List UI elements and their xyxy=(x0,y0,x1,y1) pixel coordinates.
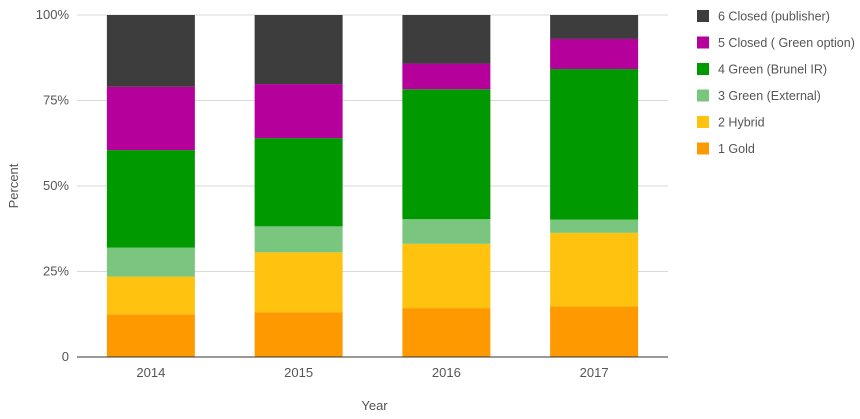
bar-segment xyxy=(254,252,343,313)
legend-swatch xyxy=(697,63,709,75)
y-tick-label: 25% xyxy=(43,264,69,279)
bar-segment xyxy=(106,314,195,357)
bar-segment xyxy=(550,38,639,70)
legend-swatch xyxy=(697,10,709,22)
bar-segment xyxy=(402,63,491,90)
legend-swatch xyxy=(697,142,709,155)
bar-segment xyxy=(402,219,491,244)
y-axis-ticks: 0 25% 50% 75% 100% xyxy=(36,7,70,364)
bar-segment xyxy=(402,243,491,309)
legend-label: 3 Green (External) xyxy=(718,89,821,103)
y-tick-label: 100% xyxy=(36,7,70,22)
x-axis-ticks: 2014 2015 2016 2017 xyxy=(136,365,608,380)
x-tick-label: 2016 xyxy=(432,365,461,380)
y-tick-label: 75% xyxy=(43,93,69,108)
legend-swatch xyxy=(697,89,709,102)
legend-label: 5 Closed ( Green option) xyxy=(718,36,855,50)
bar-segment xyxy=(550,219,639,233)
bar-segment xyxy=(254,15,343,85)
x-axis-title: Year xyxy=(361,398,388,413)
legend-label: 4 Green (Brunel IR) xyxy=(718,63,827,77)
x-tick-label: 2014 xyxy=(136,365,165,380)
bar-segment xyxy=(106,86,195,151)
bars xyxy=(106,15,639,357)
legend-label: 6 Closed (publisher) xyxy=(718,10,830,24)
legend-label: 1 Gold xyxy=(718,142,755,156)
legend-swatch xyxy=(697,36,709,49)
bar-segment xyxy=(106,150,195,248)
bar-segment xyxy=(254,84,343,139)
legend-swatch xyxy=(697,116,709,128)
y-axis-title: Percent xyxy=(6,163,21,208)
bar-segment xyxy=(254,138,343,227)
bar-segment xyxy=(550,232,639,307)
y-tick-label: 50% xyxy=(43,178,69,193)
legend: 6 Closed (publisher) 5 Closed ( Green opt… xyxy=(697,10,855,156)
bar-segment xyxy=(402,89,491,220)
legend-label: 2 Hybrid xyxy=(718,116,765,130)
bar-segment xyxy=(402,308,491,357)
bar-segment xyxy=(254,226,343,253)
bar-segment xyxy=(550,15,639,39)
bar-segment xyxy=(106,276,195,315)
y-tick-label: 0 xyxy=(62,349,69,364)
x-tick-label: 2015 xyxy=(284,365,313,380)
bar-segment xyxy=(402,15,491,64)
x-tick-label: 2017 xyxy=(580,365,609,380)
bar-segment xyxy=(550,306,639,357)
bar-segment xyxy=(106,15,195,87)
bar-segment xyxy=(106,247,195,277)
bar-segment xyxy=(550,69,639,220)
bar-segment xyxy=(254,312,343,357)
